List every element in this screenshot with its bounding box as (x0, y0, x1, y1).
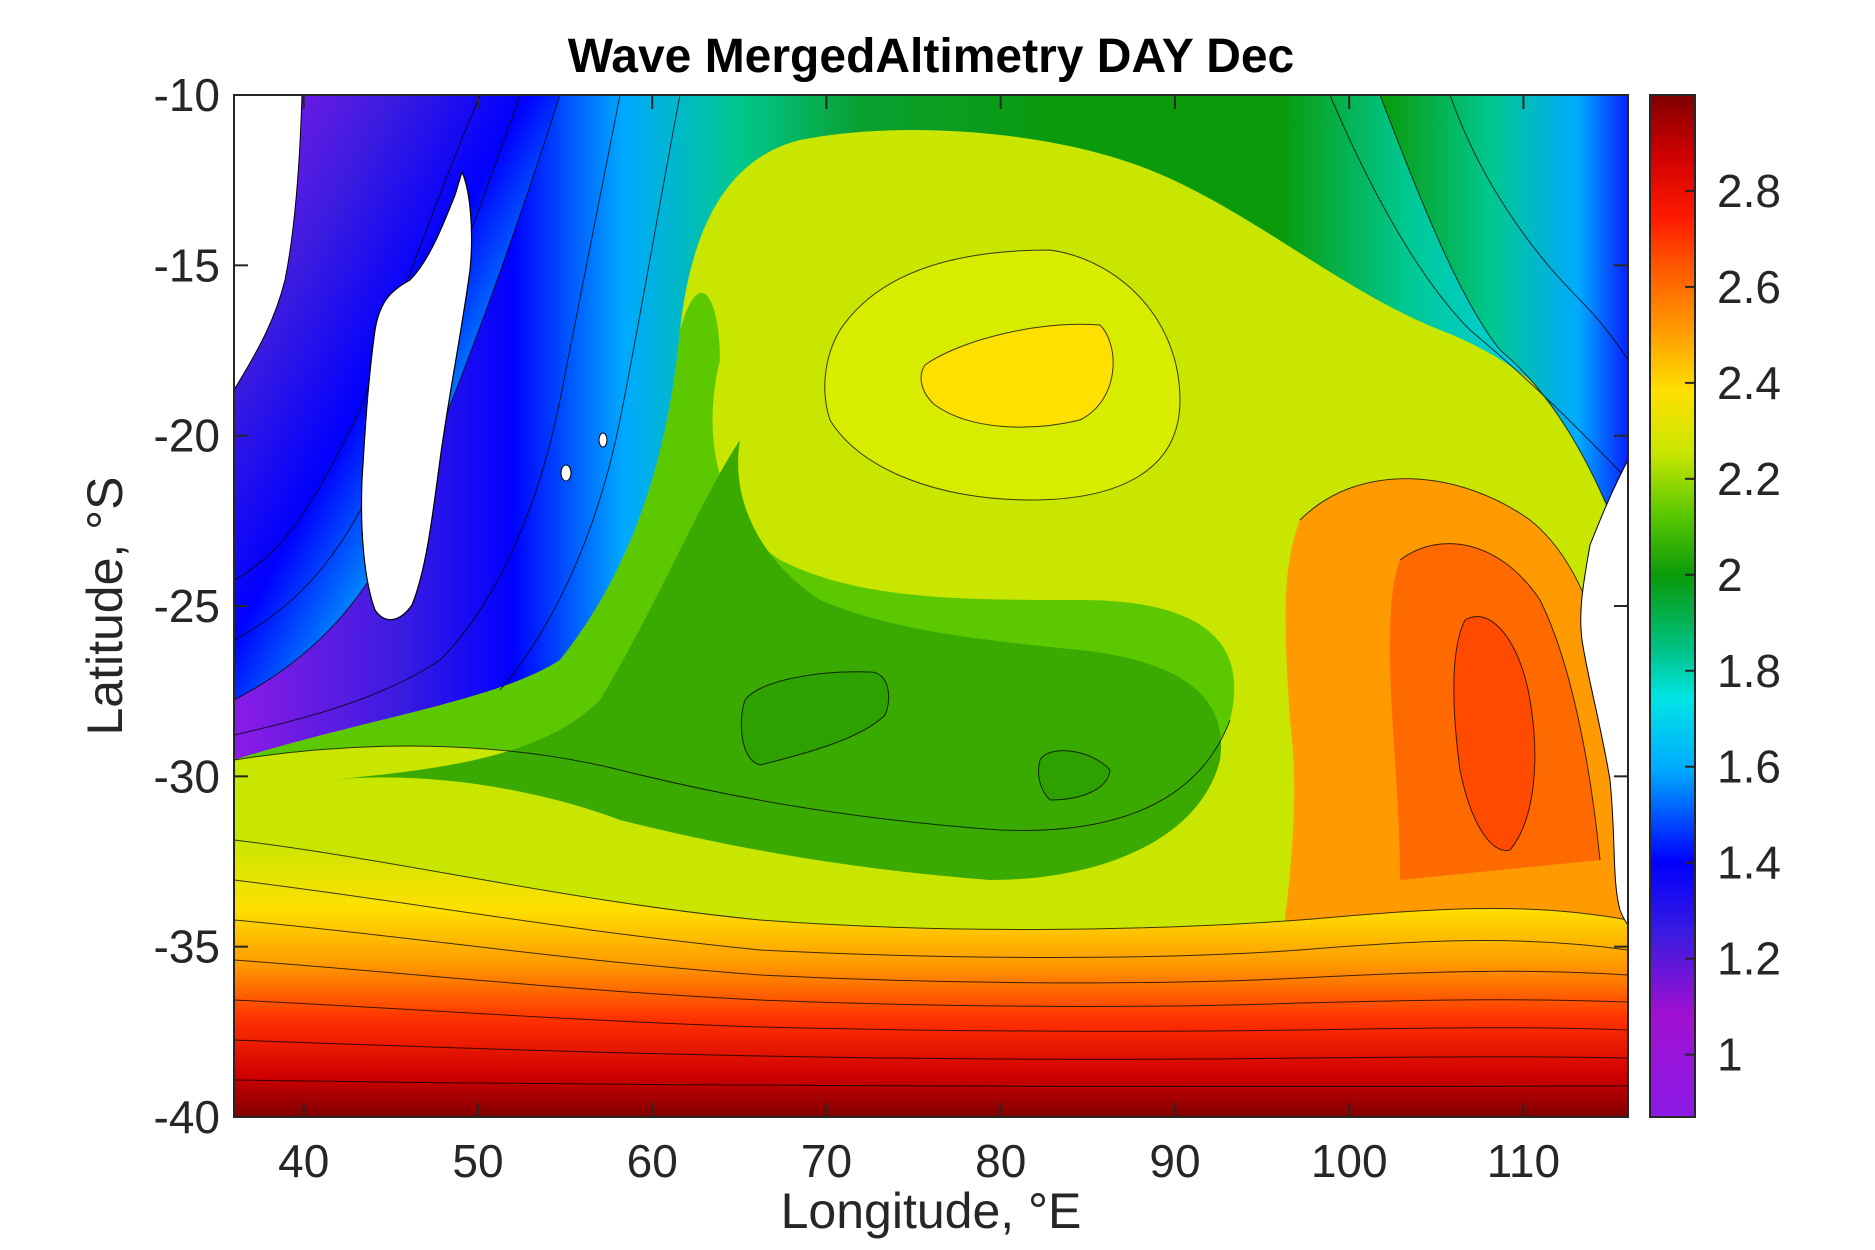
x-tick-label: 50 (452, 1135, 503, 1187)
land-australia (1580, 459, 1628, 926)
colorbar-ticks: 1 1.2 1.4 1.6 1.8 2 2.2 2.4 2.6 2.8 (1685, 165, 1781, 1081)
y-axis-title: Latitude, °S (77, 476, 133, 735)
land-mauritius (598, 432, 608, 448)
colorbar-tick-label: 1.4 (1717, 837, 1781, 889)
y-tick-label: -30 (154, 750, 220, 802)
field-north-max-inner (921, 324, 1114, 428)
colorbar-tick-label: 1.6 (1717, 741, 1781, 793)
colorbar-tick-label: 2.4 (1717, 357, 1781, 409)
y-tick-label: -15 (154, 239, 220, 291)
colorbar-tick-label: 2.8 (1717, 165, 1781, 217)
contour-lines (234, 95, 1628, 1088)
x-tick-label: 90 (1149, 1135, 1200, 1187)
colorbar-tick-label: 2.6 (1717, 261, 1781, 313)
x-tick-label: 110 (1487, 1135, 1560, 1187)
field-east-region (1380, 95, 1628, 560)
x-axis-title: Longitude, °E (781, 1183, 1082, 1239)
field-north-band (234, 95, 1628, 760)
colorbar-tick-label: 1 (1717, 1029, 1743, 1081)
colorbar-tick-label: 2 (1717, 549, 1743, 601)
colorbar-tick-label: 2.2 (1717, 453, 1781, 505)
wave-height-field (234, 95, 1628, 1117)
land-africa (234, 95, 303, 391)
y-tick-label: -25 (154, 580, 220, 632)
x-tick-label: 60 (627, 1135, 678, 1187)
y-tick-label: -35 (154, 921, 220, 973)
field-south-band (234, 840, 1628, 1117)
field-central-green-inner (330, 440, 1222, 880)
x-tick-label: 70 (801, 1135, 852, 1187)
colorbar-tick-label: 1.2 (1717, 933, 1781, 985)
field-min-west (741, 671, 889, 765)
x-tick-label: 40 (278, 1135, 329, 1187)
y-axis-ticks: -10 -15 -20 -25 -30 -35 -40 (154, 69, 1628, 1143)
colorbar (1649, 94, 1696, 1118)
colorbar-tick-label: 1.8 (1717, 645, 1781, 697)
chart-title: Wave MergedAltimetry DAY Dec (568, 30, 1295, 83)
y-tick-label: -10 (154, 69, 220, 121)
field-east-max (1453, 616, 1535, 851)
x-tick-label: 100 (1311, 1135, 1388, 1187)
field-min-east (1038, 750, 1110, 800)
land-madagascar (360, 170, 473, 621)
y-tick-label: -20 (154, 410, 220, 462)
land-reunion (560, 464, 572, 482)
y-tick-label: -40 (154, 1091, 220, 1143)
x-tick-label: 80 (975, 1135, 1026, 1187)
x-axis-ticks: 40 50 60 70 80 90 100 110 (278, 95, 1560, 1187)
